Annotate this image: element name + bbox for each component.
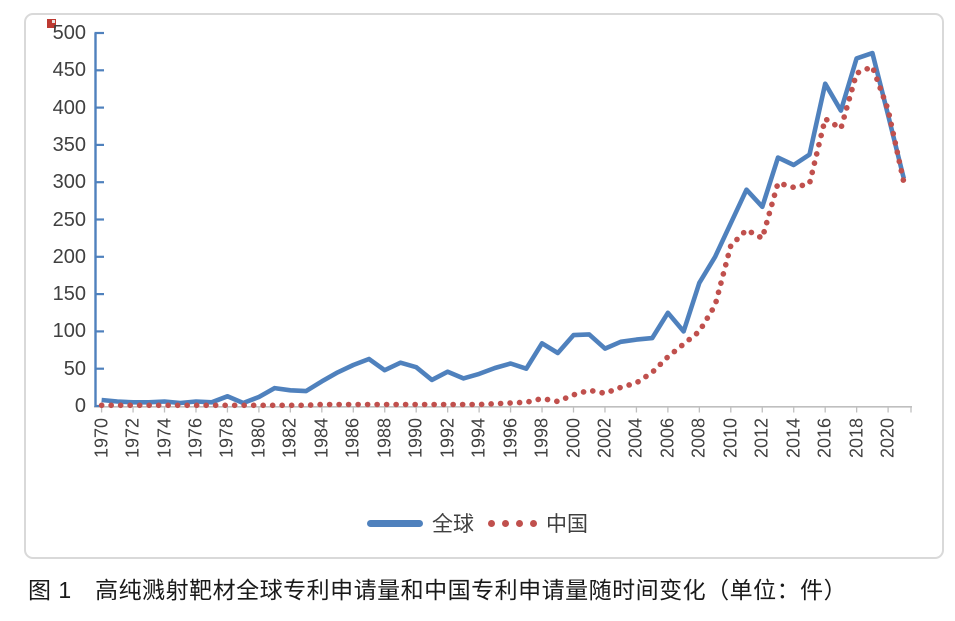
x-tick-label: 2012 [751, 417, 772, 459]
x-tick-label: 1976 [185, 417, 206, 459]
china-dots-swatch [488, 519, 537, 527]
x-tick-label: 1998 [531, 417, 552, 459]
x-tick-label: 2002 [594, 417, 615, 459]
x-tick-label: 1990 [405, 417, 426, 459]
y-tick-label: 50 [63, 357, 86, 380]
x-tick-label: 2000 [563, 417, 583, 459]
x-tick-label: 1974 [154, 417, 175, 459]
y-tick-label: 350 [52, 133, 86, 156]
x-tick-label: 1984 [311, 417, 332, 459]
global-line-swatch [367, 519, 423, 527]
x-tick-label: 2018 [846, 417, 867, 459]
x-tick-label: 1988 [374, 417, 395, 459]
y-tick-label: 200 [52, 245, 86, 268]
chart-panel [24, 13, 944, 559]
y-tick-label: 500 [52, 22, 86, 44]
x-tick-label: 1986 [342, 417, 363, 459]
legend-item-global: 全球 [367, 508, 474, 538]
x-tick-label: 2014 [783, 417, 804, 459]
y-tick-label: 300 [52, 171, 86, 194]
x-tick-label: 1996 [500, 417, 521, 459]
x-tick-label: 1980 [248, 417, 269, 459]
y-tick-label: 100 [52, 320, 86, 343]
x-tick-label: 1994 [468, 417, 489, 459]
legend-label-global: 全球 [432, 513, 474, 536]
y-tick-label: 150 [52, 283, 86, 306]
x-tick-label: 2008 [688, 417, 709, 459]
x-tick-label: 1982 [279, 417, 300, 459]
x-tick-label: 2006 [657, 417, 678, 459]
x-tick-label: 1972 [122, 417, 143, 459]
y-tick-label: 450 [52, 59, 86, 82]
series-global-line [101, 50, 907, 406]
figure-caption: 图 1 高纯溅射靶材全球专利申请量和中国专利申请量随时间变化（单位：件） [28, 577, 848, 603]
red-artifact-mark [47, 19, 56, 28]
x-tick-label: 1992 [437, 417, 458, 459]
legend: 全球 中国 [0, 507, 955, 539]
legend-label-china: 中国 [546, 513, 588, 536]
x-tick-label: 2016 [814, 417, 835, 459]
x-tick-label: 2020 [877, 417, 898, 459]
series-china-line [98, 63, 907, 409]
x-tick-label: 2004 [625, 417, 646, 459]
y-tick-label: 0 [74, 395, 86, 417]
x-tick-label: 2010 [720, 417, 741, 459]
y-tick-label: 250 [52, 208, 86, 231]
x-tick-label: 1978 [216, 417, 237, 459]
x-tick-label: 1970 [91, 417, 112, 459]
y-tick-label: 400 [52, 96, 86, 119]
legend-item-china: 中国 [488, 508, 588, 538]
